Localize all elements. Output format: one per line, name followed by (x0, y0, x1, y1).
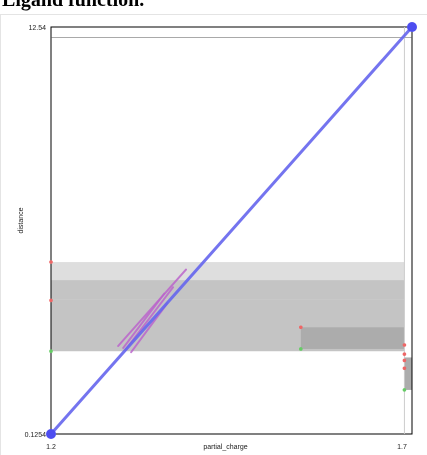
chart-panel: 12.54 0.1254 1.2 1.7 partial_charge dist… (0, 14, 427, 455)
persistence-point-9 (402, 388, 407, 392)
persistence-point-7 (402, 358, 407, 363)
persistence-band-2 (51, 280, 405, 300)
short-bar-1 (122, 292, 166, 349)
markers-layer (49, 260, 407, 392)
persistence-band-4 (404, 357, 412, 390)
persistence-band-3 (300, 327, 405, 349)
x-axis-label: partial_charge (203, 444, 247, 451)
y-tick-top: 12.54 (28, 25, 46, 32)
persistence-point-8 (402, 366, 407, 371)
persistence-point-4 (299, 347, 303, 351)
x-tick-right: 1.7 (397, 444, 407, 451)
x-tick-left: 1.2 (46, 444, 56, 451)
short-bar-0 (117, 268, 188, 347)
page-title: Ligand function. (2, 0, 145, 11)
persistence-chart: 12.54 0.1254 1.2 1.7 partial_charge dist… (18, 22, 417, 451)
bands-layer (51, 262, 412, 390)
diagonal-line (49, 25, 414, 436)
y-tick-bottom: 0.1254 (25, 432, 47, 439)
y-axis-label: distance (18, 207, 25, 233)
persistence-point-2 (49, 349, 53, 354)
diagonal-end-point (407, 22, 417, 32)
persistence-point-6 (402, 352, 407, 356)
persistence-point-1 (49, 298, 53, 303)
plot-frame (50, 26, 413, 435)
persistence-point-5 (402, 343, 407, 347)
persistence-band-0 (51, 262, 405, 281)
persistence-point-0 (49, 260, 53, 264)
persistence-point-3 (299, 325, 303, 330)
diagonal-start-point (46, 429, 56, 439)
